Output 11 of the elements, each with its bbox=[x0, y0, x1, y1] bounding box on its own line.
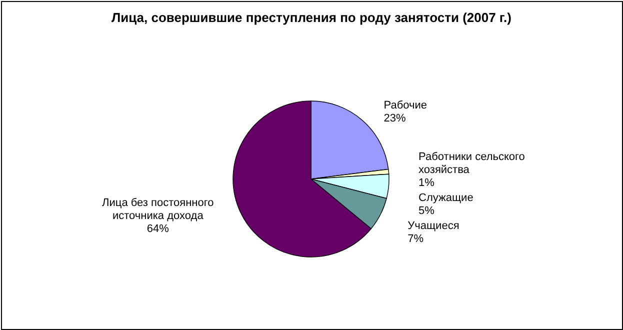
slice-label: Работники сельского хозяйства bbox=[418, 151, 525, 176]
data-label: 23% bbox=[384, 112, 406, 125]
slice-label: Учащиеся bbox=[408, 220, 460, 232]
slice-label: Рабочие bbox=[384, 100, 428, 112]
data-label: 1% bbox=[418, 177, 435, 190]
data-label: 5% bbox=[418, 205, 435, 218]
slice-label: Служащие bbox=[418, 192, 474, 204]
slice-label: Лица без постоянного источника дохода bbox=[102, 197, 214, 222]
data-label: 64% bbox=[146, 223, 170, 236]
data-label: 7% bbox=[408, 233, 424, 246]
chart-title: Лица, совершившие преступления по роду занятости (2007 г.) bbox=[112, 10, 512, 25]
